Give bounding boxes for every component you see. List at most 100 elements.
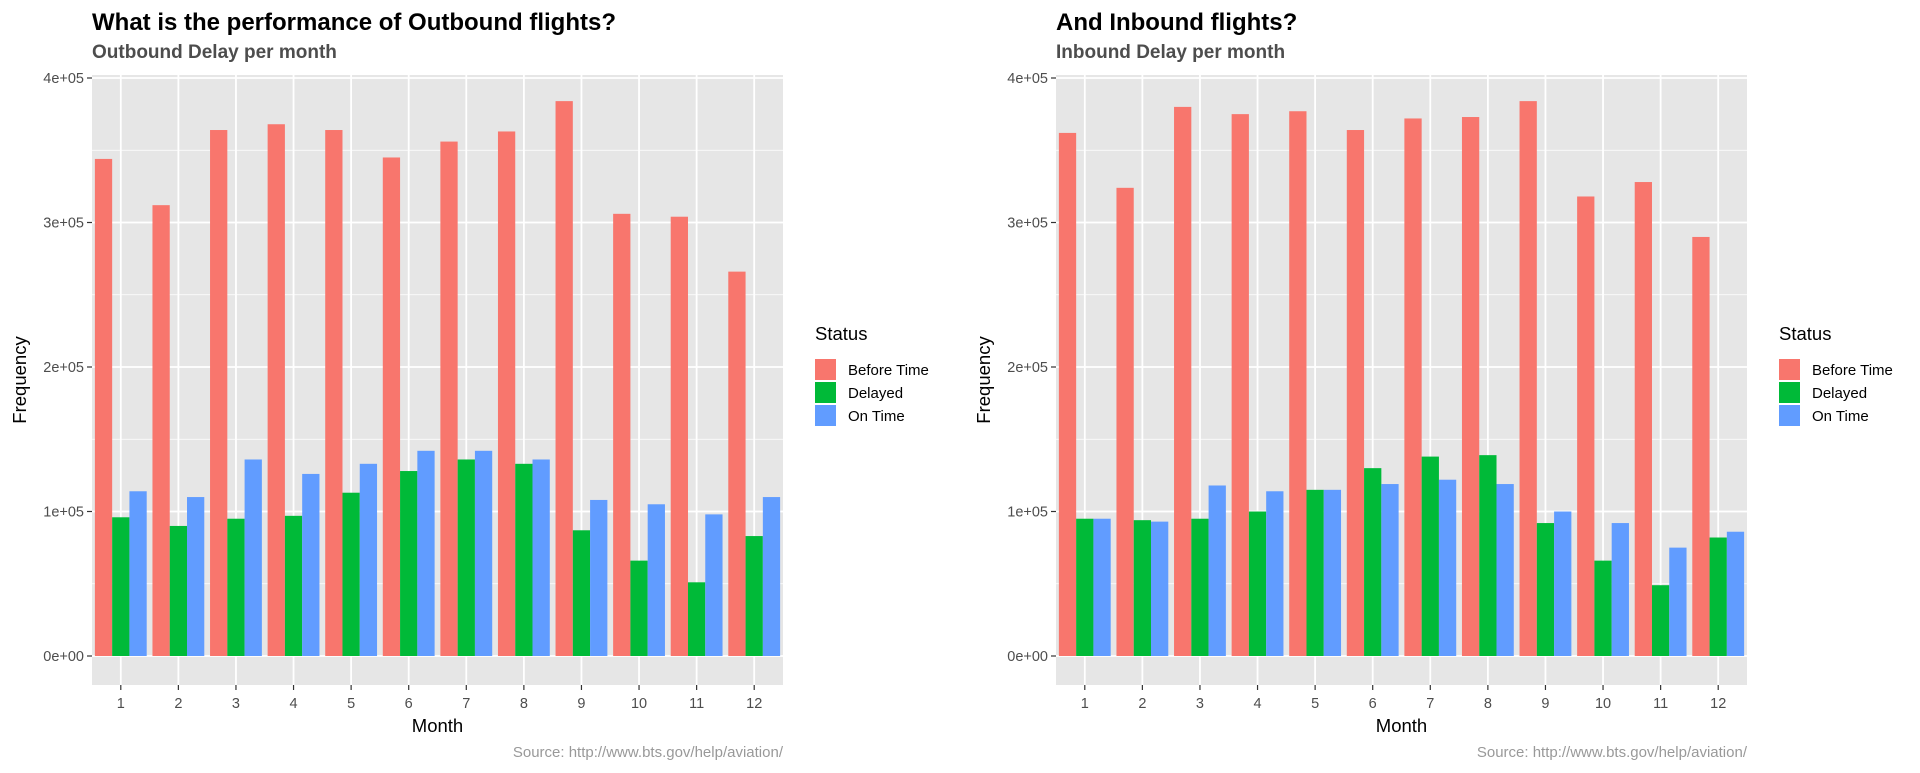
bar-on-time: [1323, 489, 1342, 656]
bar-on-time: [1381, 484, 1399, 656]
y-tick-label: 3e+05: [1007, 216, 1048, 232]
chart-subtitle: Inbound Delay per month: [1056, 42, 1285, 63]
x-tick-label: 1: [117, 696, 125, 712]
bar-before-time: [382, 157, 401, 656]
x-tick-label: 7: [1426, 696, 1434, 712]
chart-caption: Source: http://www.bts.gov/help/aviation…: [513, 744, 784, 761]
bar-delayed: [284, 515, 303, 656]
x-tick-label: 8: [520, 696, 528, 712]
x-tick-label: 11: [1653, 696, 1668, 712]
bar-before-time: [152, 205, 170, 656]
bar-before-time: [728, 271, 746, 656]
legend-title: Status: [815, 323, 867, 344]
bar-delayed: [572, 530, 591, 656]
chart-subtitle: Outbound Delay per month: [92, 42, 337, 63]
outbound-chart: What is the performance of Outbound flig…: [9, 9, 929, 761]
legend-swatch-delayed: [815, 382, 836, 403]
y-tick-label: 4e+05: [1007, 71, 1048, 87]
plot-panel: [1056, 75, 1747, 685]
bar-before-time: [440, 141, 458, 656]
bar-on-time: [1611, 523, 1629, 656]
bar-delayed: [515, 463, 533, 656]
legend-swatch-before-time: [1779, 359, 1800, 380]
legend-swatch-before-time: [815, 359, 836, 380]
bar-on-time: [1496, 484, 1514, 656]
bar-before-time: [1634, 182, 1652, 657]
x-tick-label: 4: [290, 696, 298, 712]
bar-on-time: [244, 459, 262, 656]
bar-on-time: [474, 450, 493, 656]
bar-on-time: [1093, 518, 1111, 656]
y-axis-label: Frequency: [9, 336, 30, 424]
bar-delayed: [1191, 518, 1209, 656]
bar-before-time: [1116, 187, 1134, 656]
x-tick-label: 3: [1196, 696, 1204, 712]
bar-delayed: [400, 471, 418, 656]
x-tick-label: 12: [746, 696, 762, 712]
x-tick-label: 8: [1484, 696, 1492, 712]
bar-on-time: [187, 497, 205, 656]
bar-delayed: [1364, 468, 1382, 656]
legend-label: Before Time: [848, 362, 929, 379]
bar-before-time: [670, 216, 688, 656]
bar-on-time: [762, 497, 781, 656]
bar-delayed: [1479, 455, 1497, 656]
bar-delayed: [227, 518, 245, 656]
bar-delayed: [745, 536, 763, 656]
x-tick-label: 12: [1710, 696, 1726, 712]
bar-on-time: [1726, 531, 1745, 656]
legend-label: Delayed: [1812, 385, 1867, 402]
x-tick-label: 7: [462, 696, 470, 712]
y-tick-label: 0e+00: [43, 649, 84, 665]
x-tick-label: 5: [347, 696, 355, 712]
outbound-chart-panel: What is the performance of Outbound flig…: [0, 0, 960, 768]
bar-on-time: [590, 499, 608, 656]
bar-before-time: [1519, 101, 1537, 657]
bar-on-time: [302, 473, 320, 656]
bar-before-time: [94, 158, 113, 657]
bar-delayed: [1594, 560, 1612, 656]
bar-on-time: [1554, 511, 1572, 656]
x-tick-label: 2: [174, 696, 182, 712]
y-tick-label: 0e+00: [1007, 649, 1048, 665]
bar-delayed: [1306, 489, 1324, 656]
bar-delayed: [1709, 537, 1727, 656]
bar-delayed: [1248, 511, 1267, 656]
bar-delayed: [1133, 520, 1152, 656]
x-tick-label: 1: [1081, 696, 1089, 712]
bar-on-time: [1266, 491, 1284, 656]
bar-on-time: [417, 450, 435, 656]
legend-swatch-delayed: [1779, 382, 1800, 403]
bar-before-time: [1174, 106, 1192, 656]
bar-before-time: [555, 101, 573, 657]
bar-on-time: [1669, 547, 1687, 656]
bar-on-time: [532, 459, 550, 656]
bar-on-time: [359, 463, 378, 656]
bar-on-time: [705, 514, 723, 656]
bar-before-time: [1231, 114, 1249, 656]
bar-delayed: [112, 517, 130, 656]
x-axis-label: Month: [412, 715, 463, 736]
y-tick-label: 1e+05: [43, 505, 84, 521]
y-tick-label: 1e+05: [1007, 505, 1048, 521]
bar-before-time: [1058, 132, 1077, 656]
bar-delayed: [1651, 585, 1670, 656]
bar-delayed: [1421, 456, 1439, 656]
x-tick-label: 6: [405, 696, 413, 712]
bar-before-time: [1346, 130, 1365, 656]
x-tick-label: 10: [1595, 696, 1611, 712]
legend-swatch-on-time: [815, 405, 836, 426]
bar-on-time: [1438, 479, 1457, 656]
bar-delayed: [457, 459, 475, 656]
y-tick-label: 3e+05: [43, 216, 84, 232]
inbound-chart-panel: And Inbound flights? Inbound Delay per mo…: [964, 0, 1920, 768]
bar-on-time: [1151, 521, 1169, 656]
chart-title: What is the performance of Outbound flig…: [92, 9, 616, 36]
x-tick-label: 10: [631, 696, 647, 712]
bar-delayed: [687, 582, 706, 656]
bar-before-time: [210, 130, 228, 656]
x-tick-label: 3: [232, 696, 240, 712]
plot-panel: [92, 75, 783, 685]
x-axis-label: Month: [1376, 715, 1427, 736]
x-tick-label: 9: [577, 696, 585, 712]
